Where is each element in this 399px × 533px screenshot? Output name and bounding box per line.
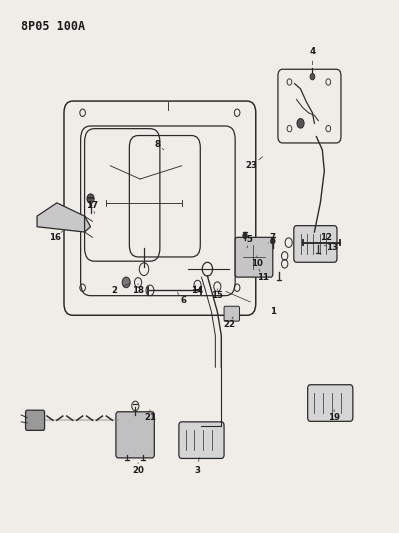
- Text: 16: 16: [49, 233, 61, 242]
- Text: 3: 3: [195, 466, 201, 475]
- Text: 8: 8: [155, 140, 161, 149]
- Polygon shape: [37, 203, 91, 232]
- Text: 5: 5: [246, 236, 252, 245]
- Text: 13: 13: [326, 244, 338, 253]
- Text: 14: 14: [192, 286, 203, 295]
- Text: 2: 2: [111, 286, 117, 295]
- Circle shape: [271, 238, 275, 244]
- FancyBboxPatch shape: [294, 225, 337, 262]
- Text: 7: 7: [270, 233, 276, 242]
- Text: 21: 21: [144, 413, 156, 422]
- FancyBboxPatch shape: [26, 410, 45, 430]
- Text: 1: 1: [270, 307, 276, 316]
- Circle shape: [297, 118, 304, 128]
- Text: 17: 17: [87, 201, 99, 210]
- Text: 12: 12: [320, 233, 332, 242]
- Text: 22: 22: [223, 320, 235, 329]
- Text: 11: 11: [257, 272, 269, 281]
- Circle shape: [310, 74, 315, 80]
- Circle shape: [87, 194, 94, 204]
- FancyBboxPatch shape: [308, 385, 353, 421]
- FancyBboxPatch shape: [179, 422, 224, 458]
- Text: 19: 19: [328, 413, 340, 422]
- FancyBboxPatch shape: [235, 237, 273, 277]
- Text: 8P05 100A: 8P05 100A: [21, 20, 85, 33]
- FancyBboxPatch shape: [224, 306, 239, 321]
- Circle shape: [243, 233, 247, 238]
- Text: 20: 20: [132, 466, 144, 475]
- Circle shape: [122, 277, 130, 288]
- FancyBboxPatch shape: [116, 412, 154, 458]
- Text: 10: 10: [251, 260, 263, 268]
- Text: 23: 23: [245, 161, 257, 170]
- Text: 18: 18: [132, 286, 144, 295]
- Text: 4: 4: [309, 47, 316, 56]
- Text: 6: 6: [181, 296, 187, 305]
- Text: 15: 15: [211, 291, 223, 300]
